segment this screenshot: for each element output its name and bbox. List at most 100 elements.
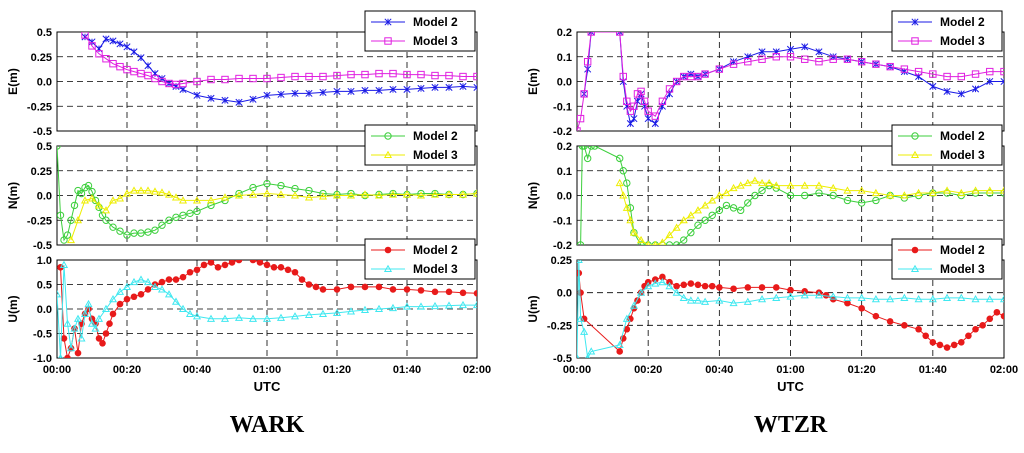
data-point: [143, 186, 153, 194]
data-point: [374, 191, 384, 199]
data-point: [445, 288, 453, 296]
data-point: [693, 206, 703, 214]
data-point: [116, 300, 124, 308]
data-point: [277, 90, 285, 98]
data-point: [929, 339, 937, 346]
data-point: [444, 190, 454, 198]
data-point: [672, 77, 681, 86]
x-axis-label: UTC: [254, 379, 281, 394]
data-point: [417, 287, 425, 294]
data-point: [986, 315, 994, 323]
data-point: [151, 226, 159, 234]
data-point: [193, 91, 201, 99]
series-model-3: [57, 260, 477, 358]
x-tick-label: 02:00: [463, 364, 491, 376]
data-point: [665, 230, 674, 239]
data-point: [361, 70, 369, 79]
data-point: [800, 181, 809, 189]
data-point: [74, 349, 82, 357]
legend-label: Model 3: [413, 262, 458, 276]
plot-area: [577, 32, 1004, 131]
data-point: [943, 87, 951, 95]
data-point: [971, 186, 980, 194]
data-point: [658, 238, 667, 245]
data-point: [277, 181, 285, 190]
data-point: [744, 284, 752, 291]
data-point: [986, 67, 994, 76]
x-tick-label: 00:00: [43, 364, 71, 376]
data-point: [305, 89, 313, 97]
data-point: [108, 196, 118, 204]
data-point: [644, 107, 652, 115]
data-point: [290, 312, 300, 320]
data-point: [178, 304, 188, 313]
data-point: [658, 97, 667, 105]
data-point: [757, 178, 767, 187]
data-point: [772, 284, 780, 291]
data-point: [137, 69, 145, 78]
data-point: [665, 281, 674, 290]
y-tick-label: -0.25: [27, 215, 52, 227]
x-tick-label: 01:20: [323, 364, 351, 376]
data-point: [123, 43, 131, 51]
data-point: [626, 216, 635, 224]
series-line: [57, 264, 477, 358]
data-point: [123, 65, 131, 74]
legend: Model 2 Model 3: [364, 124, 476, 166]
data-point: [165, 276, 173, 283]
data-point: [417, 189, 425, 198]
data-point: [150, 187, 160, 195]
data-point: [431, 83, 439, 91]
data-point: [360, 190, 370, 198]
data-point: [234, 191, 244, 199]
data-point: [158, 221, 166, 229]
data-point: [102, 55, 110, 63]
data-point: [171, 193, 181, 201]
legend-marker: [910, 264, 920, 273]
data-point: [221, 75, 229, 84]
panel-wark-u: 1.0 0.5 0.0 -0.5 -1.0 U(m) 00:00 00:20 00:40 01:0…: [6, 238, 491, 394]
data-point: [587, 347, 596, 355]
data-point: [136, 275, 146, 283]
data-point: [178, 196, 188, 204]
legend-label: Model 3: [940, 148, 985, 162]
data-point: [106, 320, 113, 328]
data-point: [886, 318, 894, 325]
data-point: [171, 297, 181, 305]
data-point: [637, 235, 646, 244]
data-point: [886, 62, 894, 71]
data-point: [640, 97, 649, 105]
data-point: [179, 85, 187, 93]
data-point: [627, 315, 634, 323]
x-tick-label: 00:00: [563, 364, 591, 376]
data-point: [744, 58, 752, 66]
data-point: [815, 189, 823, 197]
data-point: [577, 289, 584, 296]
data-point: [615, 178, 624, 187]
data-point: [619, 167, 627, 175]
data-point: [680, 72, 688, 81]
data-point: [829, 292, 838, 300]
data-point: [158, 77, 166, 86]
data-point: [235, 98, 243, 106]
x-tick-label: 01:00: [253, 364, 281, 376]
data-point: [101, 206, 111, 214]
y-tick-label: 0.2: [557, 27, 572, 39]
data-point: [81, 183, 89, 192]
data-point: [459, 82, 467, 91]
station-title-wtzr: WTZR: [754, 412, 828, 438]
data-point: [801, 43, 809, 51]
data-point: [235, 74, 243, 83]
data-point: [758, 48, 766, 56]
data-point: [144, 286, 152, 293]
data-point: [637, 241, 645, 245]
data-point: [580, 146, 588, 150]
data-point: [402, 190, 412, 198]
legend-box: [891, 124, 1003, 166]
data-point: [694, 221, 702, 229]
y-tick-label: 0.5: [37, 280, 52, 292]
data-point: [143, 277, 153, 286]
data-point: [694, 72, 702, 81]
data-point: [403, 70, 411, 79]
series-line: [577, 32, 1004, 131]
